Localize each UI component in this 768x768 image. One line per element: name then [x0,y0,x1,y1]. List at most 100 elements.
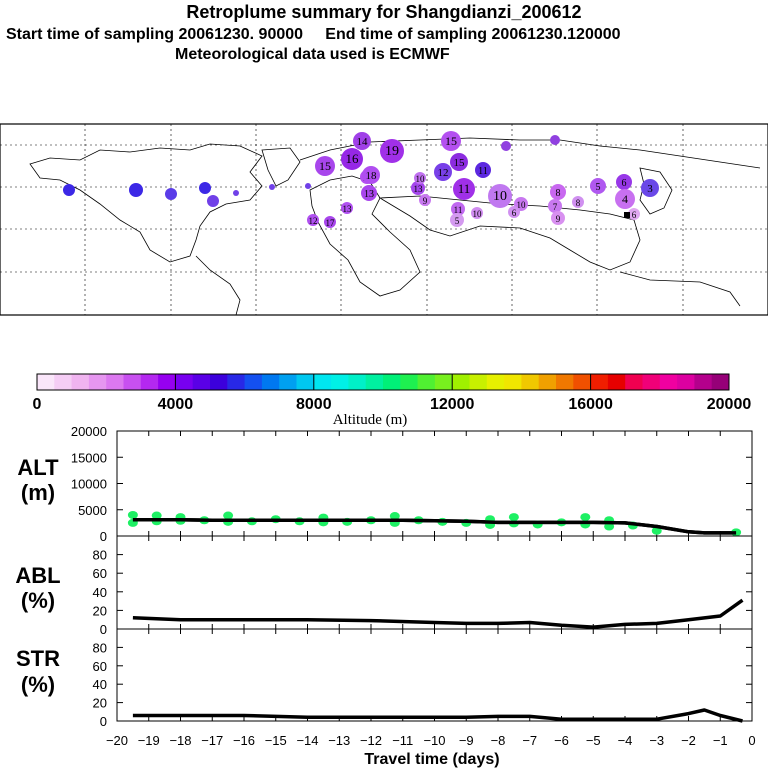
x-tick-label: −20 [106,733,128,748]
x-tick-label: −16 [233,733,255,748]
plume-cluster-marker [380,139,404,163]
plume-cluster-label: 10 [416,174,426,184]
colorbar-cell [417,374,436,390]
altitude-cluster-point [508,513,519,522]
colorbar-cell [365,374,384,390]
plume-cluster-label: 10 [493,189,507,204]
panel-frame [116,628,753,722]
colorbar-cell [642,374,661,390]
altitude-cluster-point [604,522,615,531]
y-tick-label: 15000 [71,450,107,465]
colorbar-cell [694,374,713,390]
plume-cluster-marker [548,199,562,213]
plume-cluster-label: 19 [385,144,399,159]
x-tick-label: −3 [649,733,664,748]
colorbar-cell [140,374,159,390]
plume-cluster-marker [207,195,219,207]
colorbar-cell [37,374,55,390]
colorbar-cell [88,374,107,390]
colorbar-cell [348,374,367,390]
colorbar: 0 4000 8000 12000 16000 20000 Altitude (m) [33,373,751,428]
colorbar-cell [54,374,73,390]
x-tick-label: −10 [423,733,445,748]
series-line-str [132,708,743,723]
colorbar-cell [677,374,695,390]
colorbar-cell [469,374,488,390]
plume-cluster-label: 7 [553,202,558,212]
x-tick-label: −8 [491,733,506,748]
plume-cluster-label: 15 [445,134,457,148]
plume-cluster-label: 6 [512,208,517,218]
plume-cluster-label: 6 [632,210,637,220]
plume-cluster-label: 8 [576,198,581,208]
plume-cluster-marker [453,178,475,200]
x-axis: −20 −19 −18 −17 −16 −15 −14 −13 −12 −11 −10 −9 −8 −7−… [106,733,756,748]
start-time: Start time of sampling 20061230. 90000 [6,26,304,43]
plume-cluster-marker [475,162,491,178]
plume-cluster-marker [269,184,275,190]
colorbar-cell [538,374,557,390]
x-tick-label: −9 [459,733,474,748]
x-tick-label: −1 [713,733,728,748]
end-time: End time of sampling 20061230.120000 [325,26,621,43]
plume-cluster-marker [315,156,335,176]
colorbar-cell [486,374,505,390]
y-tick-label: 80 [93,548,107,563]
chart-title: Retroplume summary for Shangdianzi_20061… [186,2,582,22]
plume-cluster-marker [419,194,431,206]
plume-cluster-marker [616,174,632,190]
plume-cluster-marker [165,188,177,200]
x-tick-label: −18 [169,733,191,748]
plume-cluster-marker [362,166,380,184]
x-tick-label: −4 [618,733,633,748]
plume-cluster-marker [508,206,520,218]
panel-unit-abl: (%) [21,588,55,613]
y-tick-label: 40 [93,585,107,600]
y-tick-label: 20000 [71,424,107,439]
plume-cluster-label: 5 [596,182,601,193]
plume-cluster-label: 10 [517,200,527,210]
plume-cluster-marker [199,182,211,194]
altitude-cluster-point [151,511,162,520]
plume-cluster-marker [450,153,468,171]
panel-label-alt: ALT [17,455,59,480]
plume-cluster-label: 11 [454,205,463,215]
plume-cluster-label: 17 [326,218,336,228]
colorbar-tick-label: 16000 [568,396,613,413]
altitude-cluster-point [223,511,234,520]
colorbar-cell [261,374,280,390]
plume-cluster-label: 6 [622,178,627,189]
plume-cluster-marker [233,190,239,196]
colorbar-cell [711,374,730,390]
colorbar-label: Altitude (m) [333,412,408,428]
map-gridlines [0,124,768,315]
colorbar-cell [123,374,142,390]
altitude-cluster-point [580,513,591,522]
colorbar-cell [659,374,678,390]
colorbar-cell [573,374,592,390]
plume-cluster-marker [129,183,143,197]
plume-cluster-label: 11 [458,181,471,196]
y-tick-label: 20 [93,696,107,711]
plume-cluster-marker [641,179,659,197]
plume-cluster-marker [324,216,336,228]
panel-label-str: STR [16,646,60,671]
colorbar-cell [383,374,401,390]
colorbar-cell [192,374,211,390]
y-tick-label: 40 [93,677,107,692]
plume-cluster-label: 9 [556,214,561,224]
x-tick-label: −13 [328,733,350,748]
plume-cluster-marker [488,184,512,208]
plume-cluster-marker [550,135,560,145]
colorbar-cell [590,374,609,390]
panel-str: STR(%) 0 20 40 60 80 [16,628,753,729]
plume-cluster-marker [501,141,511,151]
met-data-note: Meteorological data used is ECMWF [175,46,450,63]
plume-cluster-label: 18 [366,170,378,182]
colorbar-tick-label: 12000 [430,396,475,413]
plume-cluster-marker [628,208,640,220]
colorbar-cell [296,374,315,390]
x-tick-label: −19 [138,733,160,748]
plume-cluster-label: 14 [357,136,369,148]
colorbar-tick-label: 4000 [158,396,194,413]
